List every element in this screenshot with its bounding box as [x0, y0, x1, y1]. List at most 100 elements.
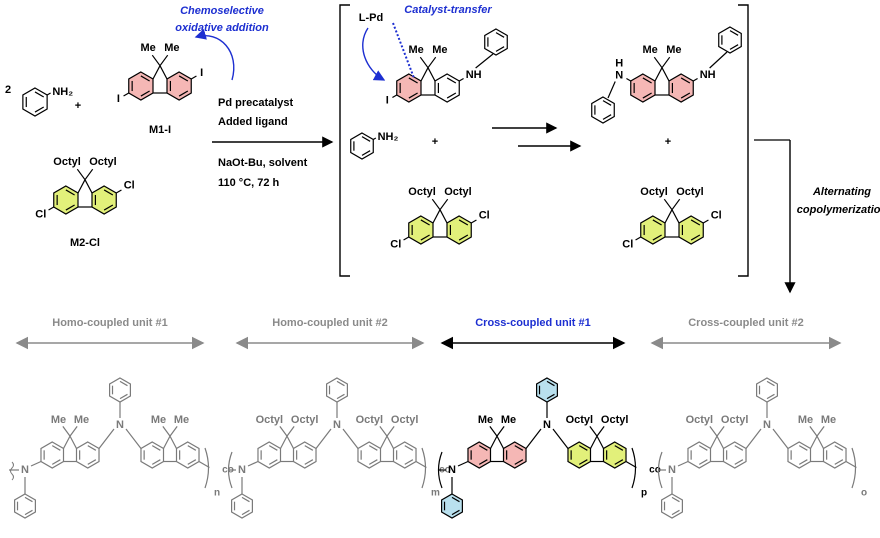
bond — [625, 460, 637, 469]
bracket — [227, 451, 233, 489]
atom-label: M2-Cl — [70, 237, 100, 249]
bond — [69, 435, 78, 449]
double-bond — [446, 77, 457, 84]
bond — [169, 435, 178, 449]
atom-label: Octyl — [53, 156, 81, 168]
unit-label: Homo-coupled unit #1 — [52, 317, 168, 329]
double-bond — [336, 380, 345, 387]
double-bond — [546, 380, 555, 387]
atom-label: Octyl — [566, 414, 594, 426]
bond — [816, 435, 825, 449]
bond — [386, 435, 395, 449]
bond — [162, 435, 171, 449]
bond — [552, 428, 569, 449]
atom-label: Me — [164, 42, 179, 54]
wavy-bond — [10, 461, 14, 481]
atom-label: NH₂ — [52, 86, 73, 98]
condition: Added ligand — [218, 116, 288, 128]
double-bond — [361, 136, 371, 142]
double-bond — [451, 509, 460, 516]
bond — [169, 426, 178, 437]
double-bond — [87, 445, 97, 451]
bond — [677, 460, 689, 467]
bond — [661, 67, 670, 82]
bond — [30, 460, 42, 467]
bond — [439, 209, 448, 224]
bond — [489, 426, 498, 437]
bond — [379, 426, 388, 437]
double-bond — [404, 445, 414, 451]
atom-label: Octyl — [640, 186, 668, 198]
annotation: Catalyst-transfer — [404, 4, 492, 16]
double-bond — [602, 100, 612, 106]
double-bond — [408, 92, 418, 99]
dotted-bond — [392, 22, 415, 79]
unit-label: Cross-coupled unit #2 — [688, 317, 804, 329]
double-bond — [268, 445, 278, 451]
bond — [403, 236, 410, 241]
double-bond — [729, 30, 739, 36]
atom-label: m — [431, 488, 440, 499]
atom-label: N — [448, 464, 456, 476]
atom-label: Me — [798, 414, 813, 426]
bond — [427, 56, 437, 69]
atom-label: Octyl — [408, 186, 436, 198]
double-bond — [671, 509, 680, 516]
atom-label: Cl — [390, 238, 401, 250]
atom-label: N — [21, 464, 29, 476]
double-bond — [766, 380, 775, 387]
bond — [458, 77, 464, 82]
bond — [279, 435, 288, 449]
bond — [84, 179, 93, 194]
bond — [372, 137, 377, 141]
bond — [470, 219, 477, 224]
annotation: copolymerization — [797, 204, 880, 216]
double-bond — [51, 459, 61, 465]
bond — [159, 54, 169, 67]
bond — [69, 426, 78, 437]
linker: co — [649, 465, 661, 476]
annotation: L-Pd — [359, 12, 383, 24]
bond — [654, 67, 663, 82]
bond — [692, 77, 698, 82]
double-bond — [51, 445, 61, 451]
bond — [496, 426, 505, 437]
double-bond — [495, 32, 505, 38]
bond — [772, 428, 789, 449]
double-bond — [178, 75, 189, 82]
bond — [716, 426, 725, 437]
double-bond — [834, 459, 844, 465]
double-bond — [34, 106, 45, 113]
bond — [709, 51, 728, 69]
double-bond — [798, 459, 808, 465]
atom-label: + — [432, 136, 438, 148]
atom-label: + — [75, 100, 81, 112]
bond — [379, 435, 388, 449]
double-bond — [671, 496, 680, 503]
double-bond — [151, 445, 161, 451]
double-bond — [578, 459, 588, 465]
double-bond — [680, 92, 691, 99]
atom-label: Me — [821, 414, 836, 426]
atom-label: Octyl — [676, 186, 704, 198]
bond — [663, 198, 673, 211]
double-bond — [34, 91, 45, 98]
double-bond — [65, 189, 75, 196]
atom-label: Octyl — [291, 414, 319, 426]
double-bond — [495, 46, 505, 52]
bond — [123, 92, 130, 97]
double-bond — [65, 204, 75, 211]
atom-label: Cl — [124, 179, 135, 191]
double-bond — [140, 75, 150, 82]
atom-label: n — [214, 488, 220, 499]
bond — [415, 460, 427, 469]
double-bond — [87, 459, 97, 465]
atom-label: I — [200, 67, 203, 79]
bond — [315, 428, 332, 449]
bond — [809, 426, 818, 437]
double-bond — [798, 445, 808, 451]
double-bond — [187, 459, 197, 465]
bond — [162, 426, 171, 437]
atom-label: Octyl — [686, 414, 714, 426]
double-bond — [458, 234, 469, 241]
